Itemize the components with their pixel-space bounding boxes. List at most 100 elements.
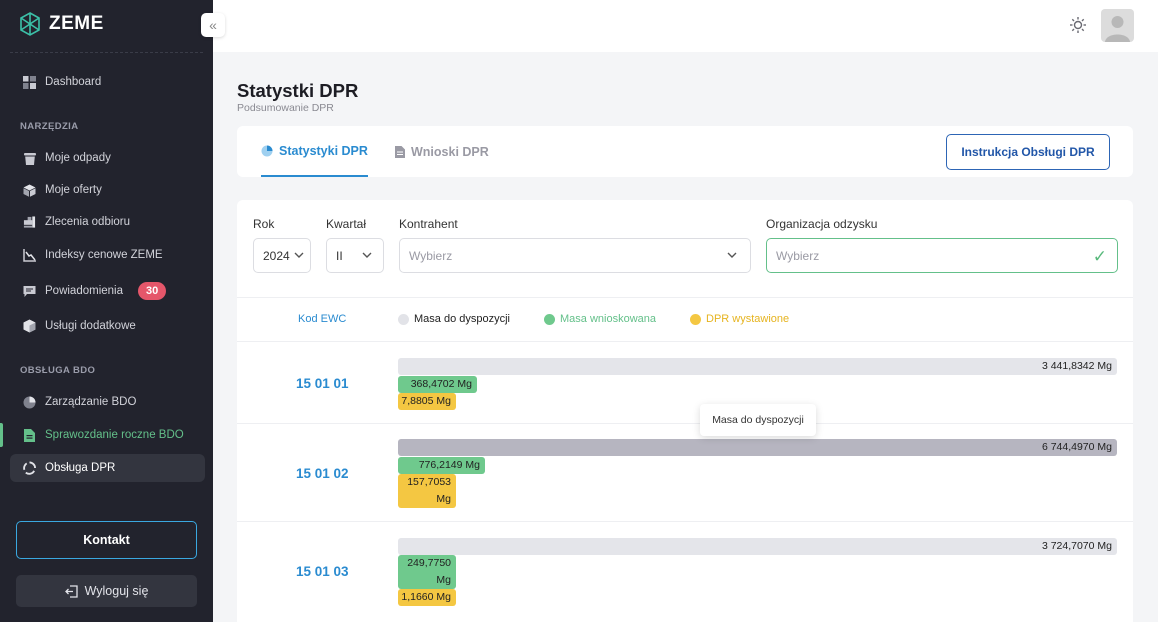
dashboard-icon	[23, 75, 36, 89]
quarter-value: II	[336, 248, 343, 263]
bar-value-line: 249,7750	[407, 557, 451, 569]
truck-icon	[23, 215, 36, 229]
quarter-label: Kwartał	[326, 217, 367, 231]
sidebar-item-label: Usługi dodatkowe	[45, 320, 136, 332]
sidebar: ZEME Dashboard NARZĘDZIA Moje odpady Moj…	[0, 0, 213, 622]
contact-button[interactable]: Kontakt	[16, 521, 197, 559]
sidebar-item-sprawozdanie-roczne[interactable]: Sprawozdanie roczne BDO	[10, 421, 205, 449]
logout-icon	[64, 584, 78, 598]
bin-icon	[23, 152, 36, 165]
contractor-label: Kontrahent	[399, 217, 458, 231]
chevron-down-icon	[727, 252, 737, 258]
sidebar-item-indeksy-cenowe[interactable]: Indeksy cenowe ZEME	[10, 241, 205, 269]
checkmark-icon: ✓	[1092, 247, 1107, 266]
ewc-code[interactable]: 15 01 01	[296, 376, 349, 391]
sidebar-item-label: Dashboard	[45, 76, 102, 88]
ewc-code[interactable]: 15 01 03	[296, 564, 349, 579]
tab-wnioski-dpr[interactable]: Wnioski DPR	[395, 126, 489, 177]
legend-dot	[544, 313, 555, 325]
cube-icon	[23, 184, 36, 197]
theme-toggle-sun-icon[interactable]	[1070, 17, 1086, 33]
sidebar-item-label: Sprawozdanie roczne BDO	[45, 429, 184, 441]
bar-value-unit: Mg	[436, 493, 451, 505]
stats-card: Rok 2024 Kwartał II Kontrahent Wybierz O…	[237, 200, 1133, 622]
sidebar-item-label: Powiadomienia	[45, 285, 123, 297]
bar-available[interactable]: 3 724,7070 Mg	[398, 538, 1117, 555]
instruction-button[interactable]: Instrukcja Obsługi DPR	[946, 134, 1110, 170]
sidebar-item-powiadomienia[interactable]: Powiadomienia 30	[10, 277, 205, 305]
sidebar-item-uslugi-dodatkowe[interactable]: Usługi dodatkowe	[10, 312, 205, 340]
topbar	[213, 0, 1158, 52]
year-select[interactable]: 2024	[253, 238, 311, 273]
collapse-sidebar-button[interactable]: «	[201, 13, 225, 37]
section-tools: NARZĘDZIA	[20, 121, 79, 132]
bar-requested[interactable]: 249,7750 Mg	[398, 555, 456, 589]
tab-statystyki-dpr[interactable]: Statystyki DPR	[261, 126, 368, 177]
organization-placeholder: Wybierz	[776, 248, 820, 263]
sidebar-item-dashboard[interactable]: Dashboard	[10, 68, 205, 96]
bar-value-line: 157,7053	[407, 476, 451, 488]
sidebar-item-zarzadzanie-bdo[interactable]: Zarządzanie BDO	[10, 388, 205, 416]
divider	[237, 521, 1133, 522]
bar-issued[interactable]: 7,8805 Mg	[398, 393, 456, 410]
logout-button[interactable]: Wyloguj się	[16, 575, 197, 607]
divider	[237, 423, 1133, 424]
page-subtitle: Podsumowanie DPR	[237, 102, 334, 114]
legend-available: Masa do dyspozycji	[398, 313, 510, 325]
quarter-select[interactable]: II	[326, 238, 384, 273]
document-icon	[23, 428, 36, 442]
legend-label: DPR wystawione	[706, 313, 790, 325]
tabs-card: Statystyki DPR Wnioski DPR Instrukcja Ob…	[237, 126, 1133, 177]
message-icon	[23, 285, 36, 298]
sidebar-item-moje-odpady[interactable]: Moje odpady	[10, 144, 205, 172]
bar-tooltip: Masa do dyspozycji	[700, 404, 816, 436]
bar-requested[interactable]: 776,2149 Mg	[398, 457, 485, 474]
bar-available[interactable]: 6 744,4970 Mg	[398, 439, 1117, 456]
zeme-logo-icon	[20, 12, 40, 36]
divider	[237, 341, 1133, 342]
bar-requested[interactable]: 368,4702 Mg	[398, 376, 477, 393]
sidebar-item-label: Moje oferty	[45, 184, 102, 196]
divider	[237, 297, 1133, 298]
tab-label: Statystyki DPR	[279, 143, 368, 158]
sidebar-item-obsluga-dpr[interactable]: Obsługa DPR	[10, 454, 205, 482]
legend-issued: DPR wystawione	[690, 313, 789, 325]
active-indicator	[0, 423, 3, 447]
user-avatar[interactable]	[1101, 9, 1134, 42]
sidebar-item-label: Indeksy cenowe ZEME	[45, 249, 163, 261]
pie-icon	[23, 396, 36, 409]
code-column-header: Kod EWC	[298, 313, 347, 325]
double-chevron-left-icon: «	[209, 17, 217, 33]
tab-label: Wnioski DPR	[411, 144, 489, 159]
box-icon	[23, 319, 36, 333]
page-title: Statystki DPR	[237, 80, 359, 101]
year-value: 2024	[263, 248, 290, 263]
legend-requested: Masa wnioskowana	[544, 313, 656, 325]
legend-dot	[690, 313, 701, 325]
bar-issued[interactable]: 1,1660 Mg	[398, 589, 456, 606]
legend-dot	[398, 313, 409, 325]
app-name: ZEME	[49, 13, 104, 34]
bar-available[interactable]: 3 441,8342 Mg	[398, 358, 1117, 375]
bar-issued[interactable]: 157,7053 Mg	[398, 474, 456, 508]
sidebar-item-label: Zlecenia odbioru	[45, 216, 131, 228]
chevron-down-icon	[294, 252, 304, 258]
logout-label: Wyloguj się	[84, 584, 149, 598]
year-label: Rok	[253, 217, 275, 231]
organization-select[interactable]: Wybierz ✓	[766, 238, 1118, 273]
logo[interactable]: ZEME	[17, 11, 104, 37]
recycle-icon	[23, 461, 36, 475]
contractor-select[interactable]: Wybierz	[399, 238, 751, 273]
sidebar-item-label: Moje odpady	[45, 152, 111, 164]
notification-count-badge: 30	[138, 282, 167, 300]
sidebar-item-label: Obsługa DPR	[45, 462, 116, 474]
sidebar-item-moje-oferty[interactable]: Moje oferty	[10, 176, 205, 204]
organization-label: Organizacja odzysku	[766, 217, 878, 231]
ewc-code[interactable]: 15 01 02	[296, 466, 349, 481]
sidebar-item-zlecenia-odbioru[interactable]: Zlecenia odbioru	[10, 208, 205, 236]
bar-value-unit: Mg	[436, 574, 451, 586]
chart-line-icon	[23, 248, 36, 262]
sidebar-item-label: Zarządzanie BDO	[45, 396, 137, 408]
document-icon	[395, 145, 405, 158]
divider	[10, 52, 203, 53]
